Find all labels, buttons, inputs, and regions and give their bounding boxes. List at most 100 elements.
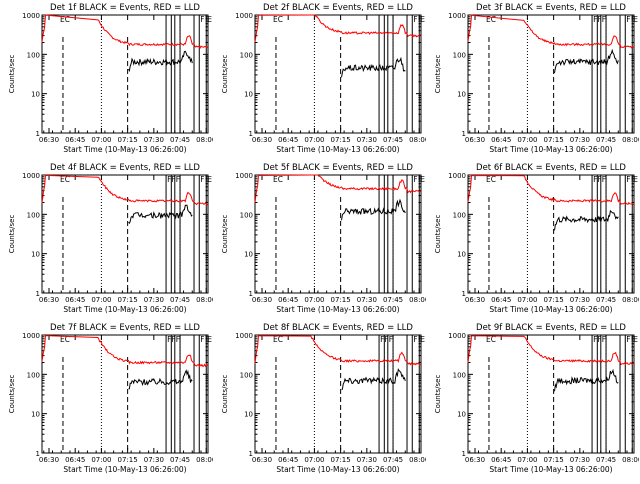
panel-svg: Det 3f BLACK = Events, RED = LLD 1 10 100 10… — [434, 3, 640, 154]
y-tick-label: 1000 — [235, 332, 253, 340]
marker-label: FFF — [593, 15, 606, 24]
y-tick-label: 1000 — [235, 12, 253, 20]
x-tick-label: 07:15 — [118, 456, 138, 464]
y-tick-label: 10 — [244, 91, 253, 99]
plot-frame — [467, 14, 635, 134]
x-tick-label: 07:00 — [91, 296, 111, 304]
detector-panel-4: Det 4f BLACK = Events, RED = LLD 1 10 100 10… — [0, 160, 216, 320]
marker-label: EC — [486, 15, 496, 24]
x-tick-label: 07:15 — [331, 136, 351, 144]
plot-frame — [254, 14, 422, 134]
y-tick-label: 100 — [27, 371, 40, 379]
marker-label: E — [420, 15, 425, 24]
x-tick-label: 06:30 — [252, 136, 272, 144]
marker-label: EC — [273, 15, 283, 24]
marker-label: E — [207, 15, 212, 24]
x-tick-label: 07:45 — [596, 296, 616, 304]
x-tick-label: 07:15 — [331, 456, 351, 464]
lld-series-line — [41, 14, 209, 49]
x-tick-label: 07:30 — [570, 136, 590, 144]
x-tick-label: 07:15 — [331, 296, 351, 304]
panel-title: Det 4f BLACK = Events, RED = LLD — [50, 163, 200, 173]
x-tick-label: 07:45 — [596, 136, 616, 144]
y-axis-label: Counts/sec — [434, 215, 442, 254]
y-tick-label: 1 — [249, 290, 253, 298]
panel-title: Det 7f BLACK = Events, RED = LLD — [50, 323, 200, 333]
x-tick-label: 06:30 — [465, 136, 485, 144]
y-axis-label: Counts/sec — [221, 55, 229, 94]
x-tick-label: 08:00 — [622, 456, 639, 464]
marker-label: E — [633, 175, 638, 184]
x-tick-label: 07:15 — [118, 296, 138, 304]
marker-label: FFF — [167, 335, 180, 344]
events-series-line — [341, 56, 406, 78]
panel-svg: Det 1f BLACK = Events, RED = LLD 1 10 100 10… — [8, 3, 216, 154]
marker-label: E — [420, 175, 425, 184]
y-tick-label: 1000 — [235, 172, 253, 180]
detector-panel-7: Det 7f BLACK = Events, RED = LLD 1 10 100 10… — [0, 320, 216, 480]
y-tick-label: 1000 — [22, 12, 40, 20]
lld-series-line — [467, 335, 635, 366]
x-tick-label: 07:30 — [144, 296, 164, 304]
x-tick-label: 07:00 — [304, 296, 324, 304]
panel-svg: Det 7f BLACK = Events, RED = LLD 1 10 100 10… — [8, 323, 216, 474]
marker-label: FFF — [593, 175, 606, 184]
x-tick-label: 08:00 — [622, 136, 639, 144]
events-series-line — [341, 198, 406, 221]
y-axis-label: Counts/sec — [8, 55, 16, 94]
x-tick-label: 07:30 — [570, 296, 590, 304]
y-tick-label: 1 — [36, 450, 40, 458]
marker-label: F — [626, 335, 630, 344]
detector-panel-8: Det 8f BLACK = Events, RED = LLD 1 10 100 10… — [213, 320, 429, 480]
plot-frame — [254, 174, 422, 294]
x-tick-label: 07:45 — [170, 296, 190, 304]
marker-label: EC — [60, 175, 70, 184]
y-tick-label: 1 — [249, 450, 253, 458]
marker-label: E — [633, 15, 638, 24]
x-tick-label: 06:30 — [252, 296, 272, 304]
y-axis-label: Counts/sec — [8, 375, 16, 414]
x-tick-label: 07:00 — [517, 296, 537, 304]
y-axis-label: Counts/sec — [434, 375, 442, 414]
x-tick-label: 06:30 — [252, 456, 272, 464]
detector-panel-6: Det 6f BLACK = Events, RED = LLD 1 10 100 10… — [426, 160, 640, 320]
x-tick-label: 06:45 — [278, 296, 298, 304]
lld-series-line — [467, 14, 635, 49]
x-tick-label: 08:00 — [196, 456, 213, 464]
x-axis-label: Start Time (10-May-13 06:26:00) — [276, 465, 399, 474]
y-tick-label: 1 — [462, 450, 466, 458]
events-series-line — [554, 209, 619, 231]
marker-label: E — [633, 335, 638, 344]
x-tick-label: 06:45 — [278, 136, 298, 144]
lld-series-line — [254, 14, 422, 43]
plot-frame — [254, 334, 422, 454]
y-tick-label: 1 — [36, 290, 40, 298]
x-tick-label: 08:00 — [409, 136, 426, 144]
lld-series-line — [41, 174, 209, 206]
marker-label: F — [413, 335, 417, 344]
x-tick-label: 07:00 — [304, 456, 324, 464]
marker-label: EC — [273, 335, 283, 344]
x-tick-label: 06:45 — [491, 456, 511, 464]
plot-frame — [41, 334, 209, 454]
panel-svg: Det 5f BLACK = Events, RED = LLD 1 10 100 10… — [221, 163, 429, 314]
marker-label: EC — [486, 175, 496, 184]
y-axis-label: Counts/sec — [8, 215, 16, 254]
panel-svg: Det 8f BLACK = Events, RED = LLD 1 10 100 10… — [221, 323, 429, 474]
x-tick-label: 07:00 — [91, 456, 111, 464]
marker-label: EC — [273, 175, 283, 184]
panel-svg: Det 4f BLACK = Events, RED = LLD 1 10 100 10… — [8, 163, 216, 314]
events-series-line — [128, 369, 193, 390]
x-tick-label: 07:30 — [144, 136, 164, 144]
marker-label: FFF — [593, 335, 606, 344]
panel-svg: Det 9f BLACK = Events, RED = LLD 1 10 100 10… — [434, 323, 640, 474]
x-tick-label: 06:30 — [465, 296, 485, 304]
panel-title: Det 9f BLACK = Events, RED = LLD — [476, 323, 626, 333]
y-tick-label: 1 — [462, 290, 466, 298]
detector-panel-2: Det 2f BLACK = Events, RED = LLD 1 10 100 10… — [213, 0, 429, 160]
events-series-line — [554, 368, 619, 392]
x-axis-label: Start Time (10-May-13 06:26:00) — [276, 305, 399, 314]
lld-series-line — [254, 335, 421, 366]
x-tick-label: 07:00 — [517, 136, 537, 144]
